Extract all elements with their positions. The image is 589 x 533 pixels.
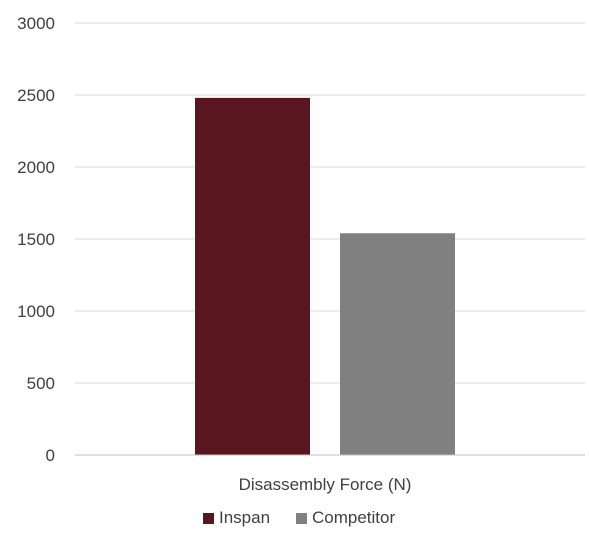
legend: Inspan Competitor [203,508,395,527]
y-tick-label: 0 [46,446,55,465]
bars [195,97,455,455]
legend-label-competitor: Competitor [312,508,395,527]
legend-swatch-inspan [203,513,214,524]
y-tick-label: 500 [27,374,55,393]
bar-inspan [195,97,310,455]
y-tick-label: 2000 [17,158,55,177]
y-axis-tick-labels: 0 500 1000 1500 2000 2500 3000 [17,14,55,465]
y-tick-label: 3000 [17,14,55,33]
legend-label-inspan: Inspan [219,508,270,527]
y-tick-label: 1000 [17,302,55,321]
category-labels: Disassembly Force (N) [239,475,412,494]
gridlines [75,22,585,384]
bar-competitor [340,233,455,455]
y-tick-label: 1500 [17,230,55,249]
category-label: Disassembly Force (N) [239,475,412,494]
y-tick-label: 2500 [17,86,55,105]
legend-swatch-competitor [296,513,307,524]
